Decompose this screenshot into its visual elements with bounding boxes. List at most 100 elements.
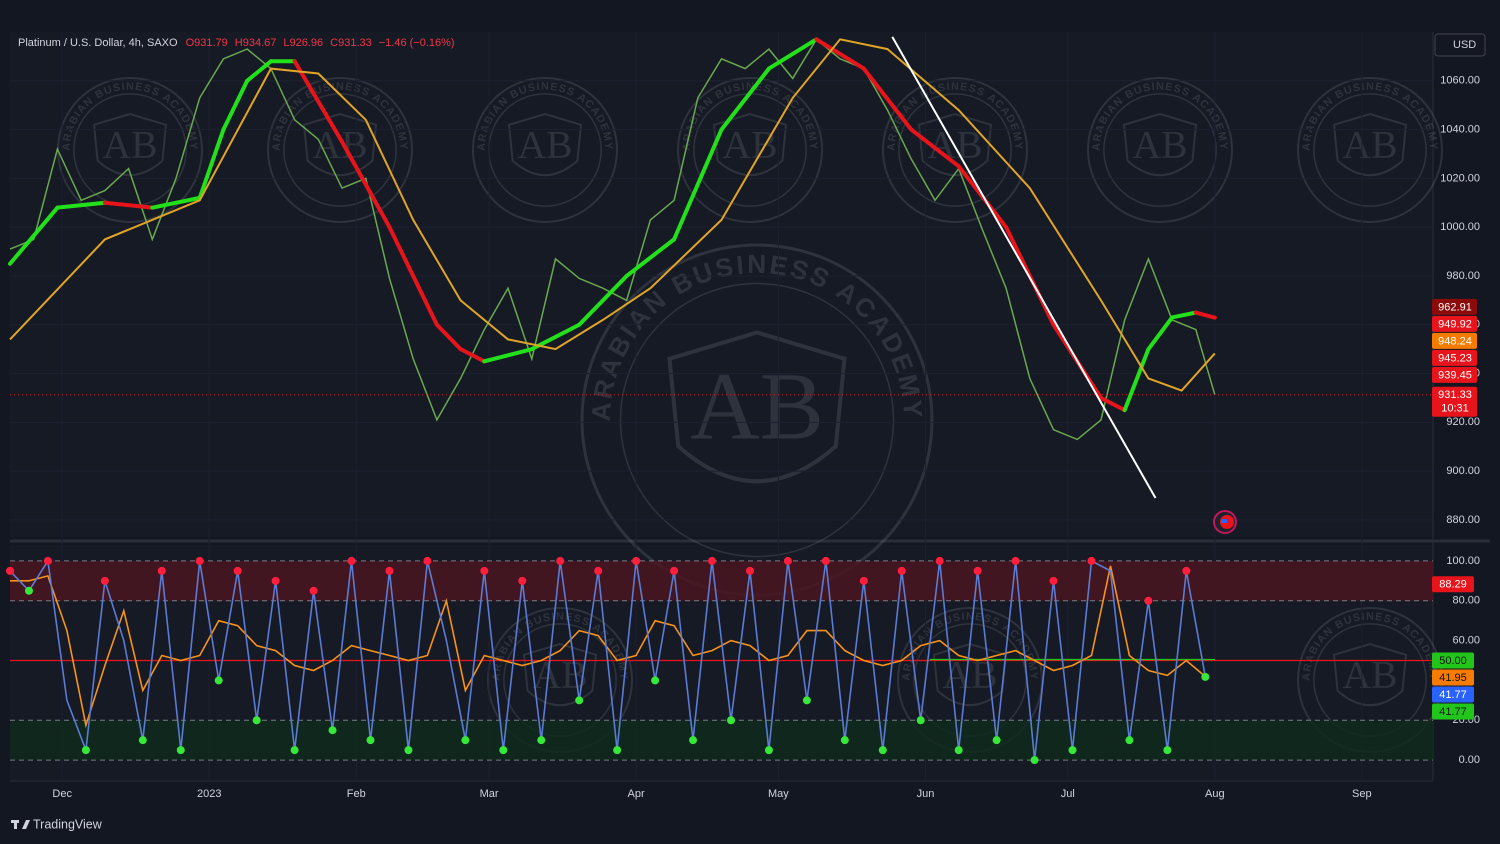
x-tick-label: Sep [1352,788,1372,800]
signal-dot [518,576,527,585]
signal-dot [214,676,223,685]
oscillator-line [9,558,1207,761]
signal-dot [651,676,660,685]
signal-dot [233,566,242,575]
x-tick-label: May [768,788,789,800]
signal-dot [404,746,413,755]
signal-dot [499,746,508,755]
signal-dot [138,736,147,745]
price-tag-label: 945.23 [1438,352,1472,364]
signal-dot [290,746,299,755]
x-tick-label: Jul [1061,788,1075,800]
x-tick-label: Mar [480,788,499,800]
ma-segment [221,78,250,132]
signal-dot [1087,556,1096,565]
ma-segment [861,66,914,132]
signal-dot [973,566,982,575]
signal-dot [764,746,773,755]
signal-dot [632,556,641,565]
watermark-initials: AB [533,653,588,697]
ma-segment [1098,395,1127,413]
signal-dot [859,576,868,585]
ma-segment [909,127,961,169]
x-tick-label: Dec [52,788,72,800]
y-tick-label: 900.00 [1446,465,1480,477]
event-icon[interactable] [1213,510,1237,534]
signal-dot [689,736,698,745]
signal-dot [1163,746,1172,755]
ma-segment [719,66,771,132]
x-tick-label: Feb [347,788,366,800]
signal-dot [100,576,109,585]
signal-dot [897,566,906,575]
ohlc-value: L926.96 [283,37,323,49]
price-pane [10,32,1433,537]
brand-logo [11,820,30,829]
signal-dot [176,746,185,755]
ohlc-value: H934.67 [235,37,277,49]
ma-segment [814,37,866,71]
signal-dot [1144,596,1153,605]
watermark-shield [92,112,168,177]
watermark-shield [1332,112,1408,177]
y-tick-label: 1000.00 [1440,221,1480,233]
signal-dot [461,736,470,745]
ma-segment [102,200,155,210]
ma-segment [197,127,226,200]
currency: USD [1453,39,1476,51]
price-tag [1432,349,1477,366]
watermark-shield [522,642,598,707]
price-tag [1432,386,1477,417]
signal-dot [157,566,166,575]
currency-box[interactable] [1434,33,1486,57]
ma-segment [292,59,345,144]
watermark-shield [712,112,788,177]
zone [10,560,1433,601]
signal-dot [916,716,925,725]
signal-dot [1030,756,1039,765]
signal-dot [480,566,489,575]
price-tag-time: 10:31 [1441,403,1469,415]
osc-tag-label: 50.00 [1439,655,1467,667]
brand: TradingView [33,817,103,831]
ma-segment [434,322,463,352]
osc-tag-label: 41.95 [1439,672,1467,684]
signal-dot [613,746,622,755]
ma-segment [55,200,107,210]
watermark-shield [507,112,583,177]
osc-tag [1432,703,1474,720]
watermark-shield [1332,642,1408,707]
ohlc-value: O931.79 [186,37,228,49]
signal-dot [81,746,90,755]
osc-tag-label: 88.29 [1439,579,1467,591]
y-tick-label: 880.00 [1446,514,1480,526]
ma-segment [577,273,629,327]
ma-segment [245,59,273,83]
ma-segment [387,225,439,327]
signal-dot [1011,556,1020,565]
trend-line [891,36,1157,499]
watermark-ring [619,282,895,558]
signal-dot [726,716,735,725]
osc-tag [1432,652,1474,669]
y-tick-label: 1040.00 [1440,123,1480,135]
signal-dot [385,566,394,575]
y-tick-label: 100.00 [1446,555,1480,567]
signal-dot [366,736,375,745]
signal-dot [802,696,811,705]
price-tag-label: 931.33 [1438,389,1472,401]
ma-segment [1170,310,1198,320]
zone [10,720,1433,761]
signal-dot [840,736,849,745]
moving-average [9,38,1216,392]
signal-dot [1201,672,1210,681]
signal-dot [878,746,887,755]
watermark-initials: AB [1343,653,1398,697]
watermark-ring [677,77,823,223]
signal-dot [423,556,432,565]
signal-dot [309,586,318,595]
signal-dot [575,696,584,705]
signal-dot [24,586,33,595]
signal-dot [195,556,204,565]
